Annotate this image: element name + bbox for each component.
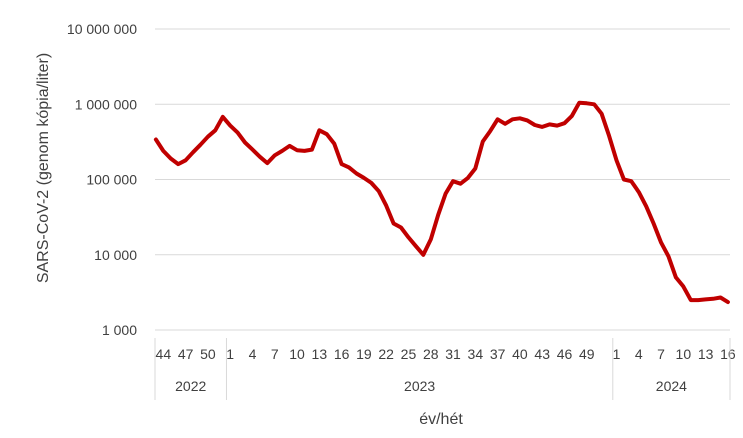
series-line — [153, 100, 730, 305]
x-tick-label: 47 — [178, 346, 194, 362]
x-tick-label: 16 — [334, 346, 350, 362]
x-tick-label: 10 — [289, 346, 305, 362]
x-tick-label: 31 — [445, 346, 461, 362]
y-tick-label: 1 000 — [102, 322, 137, 338]
y-axis-title: SARS-CoV-2 (genom kópia/liter) — [35, 53, 52, 283]
x-tick-label: 10 — [676, 346, 692, 362]
gridlines — [155, 28, 730, 331]
x-tick-label: 37 — [490, 346, 506, 362]
x-tick-label: 13 — [312, 346, 328, 362]
x-tick-label: 22 — [378, 346, 394, 362]
x-tick-label: 13 — [698, 346, 714, 362]
x-tick-label: 43 — [534, 346, 550, 362]
x-tick-label: 1 — [613, 346, 621, 362]
x-tick-label: 7 — [271, 346, 279, 362]
x-tick-label: 16 — [720, 346, 736, 362]
x-tick-label: 19 — [356, 346, 372, 362]
x-tick-label: 4 — [249, 346, 257, 362]
x-tick-label: 44 — [156, 346, 172, 362]
x-tick-label: 28 — [423, 346, 439, 362]
y-tick-label: 10 000 000 — [67, 21, 137, 37]
year-label: 2022 — [175, 378, 206, 394]
y-tick-label: 1 000 000 — [75, 96, 137, 112]
x-tick-label: 1 — [226, 346, 234, 362]
x-tick-label: 49 — [579, 346, 595, 362]
y-tick-labels: 10 000 000 1 000 000 100 000 10 000 1 000 — [67, 21, 137, 338]
y-tick-label: 100 000 — [86, 172, 137, 188]
series-layer — [153, 100, 730, 305]
x-tick-label: 40 — [512, 346, 528, 362]
x-axis: 44 47 50 1 4 7 10 13 16 19 22 25 28 31 34 37 40 43 46 49 1 4 7… — [154, 338, 736, 400]
x-tick-label: 34 — [468, 346, 484, 362]
year-label: 2024 — [656, 378, 687, 394]
x-tick-label: 50 — [200, 346, 216, 362]
x-axis-title: év/hét — [419, 411, 463, 428]
x-tick-label: 46 — [557, 346, 573, 362]
x-tick-label: 25 — [401, 346, 417, 362]
x-tick-label: 4 — [635, 346, 643, 362]
year-label: 2023 — [404, 378, 435, 394]
y-tick-label: 10 000 — [94, 247, 137, 263]
x-tick-label: 7 — [657, 346, 665, 362]
